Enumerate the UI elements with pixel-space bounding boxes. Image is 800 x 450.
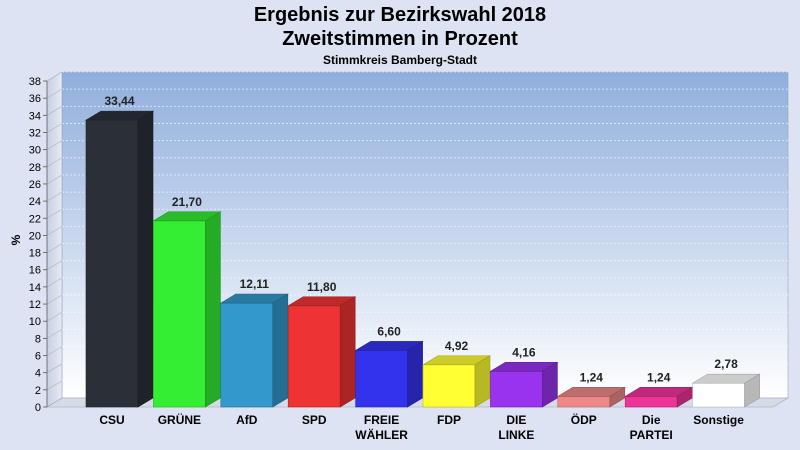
- bar-side-face: [339, 296, 356, 408]
- wall-grid-line: [46, 71, 63, 82]
- wall-grid-line: [46, 209, 63, 219]
- x-tick-label: ÖDP: [571, 412, 597, 427]
- y-tick-label: 4: [35, 368, 41, 380]
- wall-grid-line: [46, 277, 63, 288]
- y-tick-label: 2: [35, 385, 41, 397]
- y-tick-label: 30: [29, 145, 41, 157]
- y-axis-label: %: [9, 234, 23, 245]
- y-tick-label: 32: [29, 127, 41, 139]
- bar-side-face: [609, 386, 626, 408]
- y-tick-label: 34: [29, 110, 41, 122]
- bar: [287, 296, 357, 408]
- x-tick-label: AfD: [236, 413, 258, 427]
- bar-side-face: [272, 293, 289, 408]
- y-tick-label: 16: [29, 265, 41, 277]
- wall-grid-line: [46, 294, 63, 305]
- wall-grid-line: [46, 329, 63, 339]
- y-tick-label: 28: [29, 162, 41, 174]
- y-tick-label: 8: [35, 333, 41, 345]
- wall-grid-line: [46, 123, 63, 133]
- x-tick-label: FDP: [437, 413, 461, 427]
- bar-value-label: 33,44: [104, 94, 134, 108]
- bar: [354, 340, 424, 408]
- x-tick-label: FREIE WÄHLER: [355, 413, 408, 442]
- wall-grid-line: [46, 226, 63, 236]
- chart-title: Ergebnis zur Bezirkswahl 2018: [253, 4, 547, 26]
- wall-grid-line: [46, 346, 63, 356]
- bar-front-face: [557, 396, 611, 408]
- bar-value-label: 4,92: [445, 339, 469, 353]
- bar-value-label: 1,24: [580, 370, 604, 384]
- bar-side-face: [744, 373, 760, 408]
- y-tick-label: 20: [29, 230, 41, 242]
- bar-value-label: 21,70: [172, 195, 202, 209]
- wall-grid-line: [46, 140, 63, 150]
- chart-title-line2: Zweitstimmen in Prozent: [282, 28, 518, 50]
- bar: [624, 386, 694, 408]
- wall-grid-line: [46, 191, 63, 202]
- x-tick-label: CSU: [99, 413, 124, 427]
- bar-side-face: [407, 340, 423, 408]
- bar-side-face: [137, 110, 154, 408]
- bar: [421, 355, 492, 408]
- bar-side-face: [542, 361, 558, 408]
- wall-grid-line: [46, 260, 63, 270]
- bar-value-label: 6,60: [377, 324, 401, 338]
- y-tick-label: 10: [29, 316, 41, 328]
- y-tick-label: 36: [29, 93, 41, 105]
- x-tick-label: Die PARTEI: [630, 413, 673, 442]
- bar-value-label: 11,80: [307, 280, 337, 294]
- bar-front-face: [153, 220, 206, 408]
- bar-front-face: [355, 350, 408, 408]
- wall-grid-line: [46, 174, 63, 185]
- wall-grid-line: [46, 106, 63, 116]
- bar-value-label: 2,78: [714, 357, 738, 371]
- x-tick-label: GRÜNE: [158, 412, 201, 427]
- x-tick-label: SPD: [302, 413, 327, 427]
- y-tick-label: 12: [29, 299, 41, 311]
- chart-subtitle: Stimmkreis Bamberg-Stadt: [322, 53, 478, 67]
- y-tick-label: 18: [29, 248, 41, 260]
- wall-grid-line: [46, 88, 63, 99]
- y-tick-label: 14: [29, 282, 41, 294]
- y-tick-label: 0: [35, 402, 41, 414]
- x-tick-label: Sonstige: [693, 413, 744, 427]
- bar: [489, 361, 559, 408]
- bar-front-face: [85, 119, 139, 408]
- y-tick-label: 22: [29, 213, 41, 225]
- plot-side-wall: [46, 71, 63, 408]
- wall-grid-line: [46, 311, 63, 322]
- bar-side-face: [205, 211, 221, 408]
- bar: [691, 373, 761, 408]
- bar-side-face: [676, 386, 693, 408]
- y-tick-label: 6: [35, 351, 41, 363]
- bar-front-face: [220, 302, 274, 408]
- bar: [219, 293, 289, 408]
- bar-front-face: [422, 364, 476, 408]
- bar: [152, 211, 222, 408]
- bar-value-label: 1,24: [647, 370, 671, 384]
- bar-front-face: [287, 305, 341, 408]
- bar-side-face: [474, 355, 491, 408]
- y-tick-label: 38: [29, 76, 41, 88]
- wall-grid-line: [46, 243, 63, 253]
- bar: [556, 386, 626, 408]
- bar-front-face: [624, 396, 678, 408]
- y-tick-label: 26: [29, 179, 41, 191]
- bar-front-face: [692, 382, 745, 408]
- wall-grid-line: [46, 380, 63, 391]
- bar: [84, 110, 155, 408]
- bar-value-label: 12,11: [240, 277, 270, 291]
- bar-front-face: [490, 371, 543, 408]
- bar-value-label: 4,16: [512, 345, 536, 359]
- wall-grid-line: [46, 363, 63, 373]
- x-tick-label: DIE LINKE: [498, 413, 534, 442]
- wall-grid-line: [46, 157, 63, 168]
- y-tick-label: 24: [29, 196, 41, 208]
